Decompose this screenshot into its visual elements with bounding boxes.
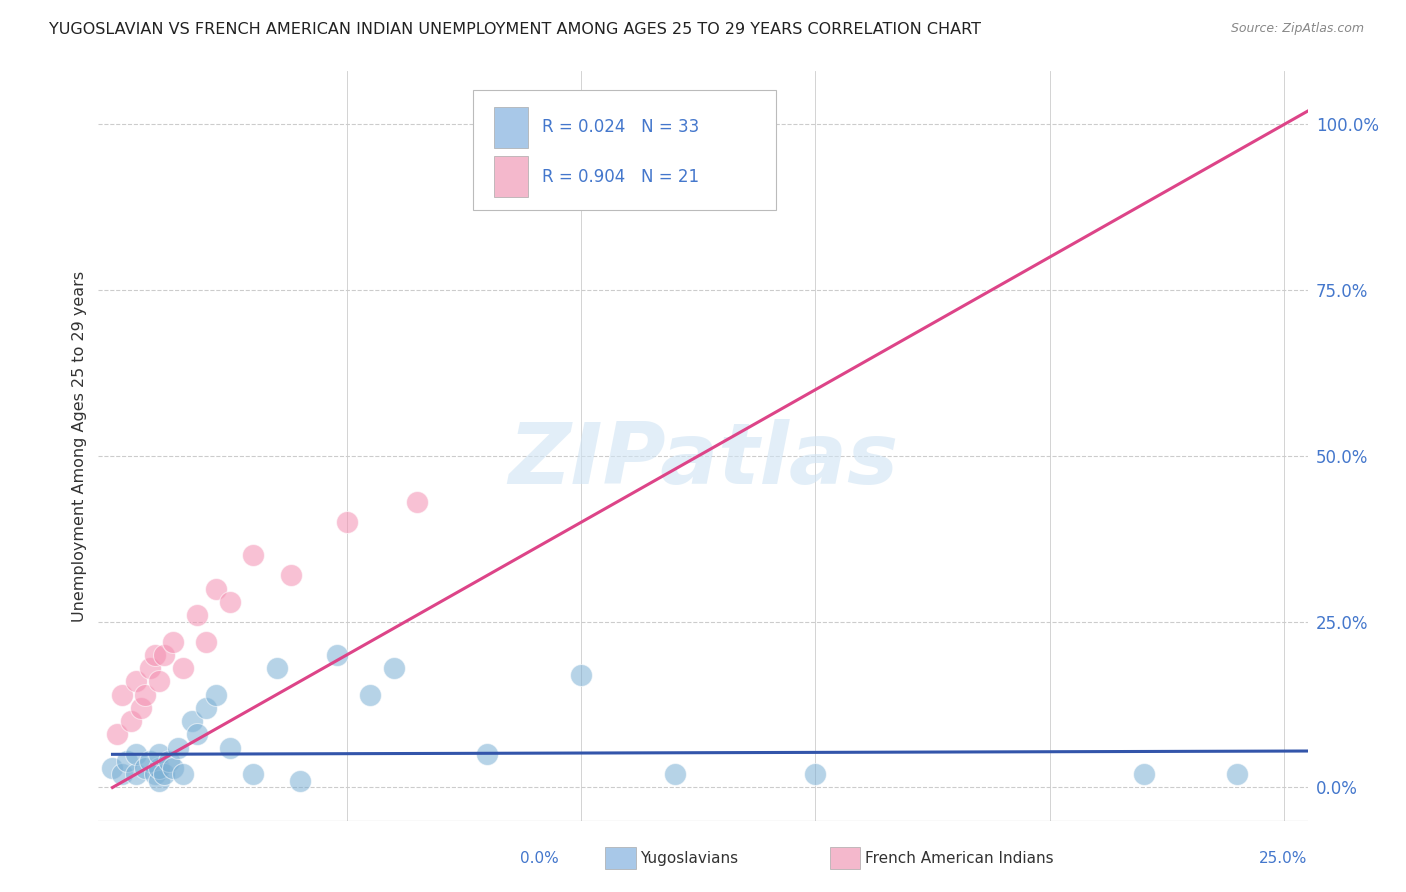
Point [129, 701, 152, 715]
Point [148, 773, 170, 788]
Point [195, 701, 218, 715]
Text: ZIPatlas: ZIPatlas [508, 419, 898, 502]
Point [134, 688, 156, 702]
Point [153, 648, 176, 662]
Text: 0.0%: 0.0% [520, 851, 560, 865]
Text: R = 0.904   N = 21: R = 0.904 N = 21 [543, 168, 699, 186]
Point [266, 661, 288, 675]
Point [242, 549, 264, 563]
Point [111, 688, 134, 702]
Y-axis label: Unemployment Among Ages 25 to 29 years: Unemployment Among Ages 25 to 29 years [72, 270, 87, 622]
Point [148, 674, 170, 689]
Point [195, 634, 218, 648]
Point [148, 747, 170, 762]
Point [326, 648, 349, 662]
Point [125, 747, 148, 762]
Point [101, 761, 124, 775]
Point [204, 582, 226, 596]
Point [664, 767, 686, 781]
Text: Source: ZipAtlas.com: Source: ZipAtlas.com [1230, 22, 1364, 36]
Point [139, 661, 162, 675]
Point [218, 595, 240, 609]
FancyBboxPatch shape [474, 90, 776, 210]
Point [139, 754, 162, 768]
Point [157, 754, 180, 768]
Text: YUGOSLAVIAN VS FRENCH AMERICAN INDIAN UNEMPLOYMENT AMONG AGES 25 TO 29 YEARS COR: YUGOSLAVIAN VS FRENCH AMERICAN INDIAN UN… [49, 22, 981, 37]
Point [143, 648, 166, 662]
Point [153, 767, 176, 781]
Bar [494, 156, 527, 197]
Text: French American Indians: French American Indians [865, 851, 1053, 865]
Point [710, 117, 733, 131]
Point [280, 568, 302, 582]
Point [218, 740, 240, 755]
Point [1132, 767, 1154, 781]
Point [406, 495, 429, 509]
Point [167, 740, 190, 755]
Point [172, 767, 194, 781]
Point [162, 761, 184, 775]
Text: R = 0.024   N = 33: R = 0.024 N = 33 [543, 118, 699, 136]
Text: 25.0%: 25.0% [1260, 851, 1308, 865]
Point [288, 773, 311, 788]
Point [186, 727, 208, 741]
Point [382, 661, 405, 675]
Point [181, 714, 204, 728]
Point [143, 767, 166, 781]
Point [111, 767, 134, 781]
Point [148, 761, 170, 775]
Point [477, 747, 499, 762]
Text: Yugoslavians: Yugoslavians [640, 851, 738, 865]
Point [242, 767, 264, 781]
Point [134, 761, 156, 775]
Point [125, 674, 148, 689]
Point [359, 688, 381, 702]
Point [569, 667, 592, 681]
Bar [494, 106, 527, 148]
Point [105, 727, 128, 741]
Point [125, 767, 148, 781]
Point [204, 688, 226, 702]
Point [336, 515, 359, 529]
Point [162, 634, 184, 648]
Point [172, 661, 194, 675]
Point [1226, 767, 1249, 781]
Point [120, 714, 142, 728]
Point [804, 767, 827, 781]
Point [115, 754, 138, 768]
Point [186, 608, 208, 623]
